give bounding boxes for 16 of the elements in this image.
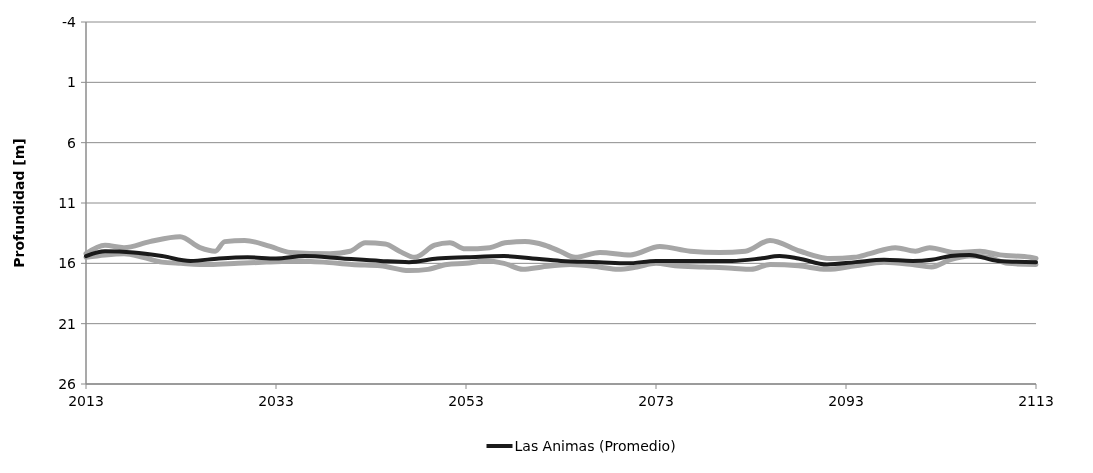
y-tick-label: 1 xyxy=(67,74,76,91)
y-tick-label: 6 xyxy=(67,134,77,151)
y-tick-label: 26 xyxy=(58,376,77,392)
x-tick-label: 2093 xyxy=(828,393,864,409)
y-axis-title: Profundidad [m] xyxy=(11,138,27,268)
x-tick-label: 2033 xyxy=(258,393,294,409)
legend-label: Las Animas (Promedio) xyxy=(514,438,676,454)
y-tick-label: 16 xyxy=(58,255,77,272)
line-series xyxy=(84,249,1038,267)
x-tick-label: 2013 xyxy=(68,393,104,409)
y-tick-label: 21 xyxy=(58,315,76,332)
x-tick-label: 2073 xyxy=(638,393,674,409)
x-tick-label: 2113 xyxy=(1018,393,1054,409)
y-tick-label: 11 xyxy=(58,195,76,211)
y-tick-label: -4 xyxy=(62,14,77,30)
x-tick-label: 2053 xyxy=(448,393,484,409)
